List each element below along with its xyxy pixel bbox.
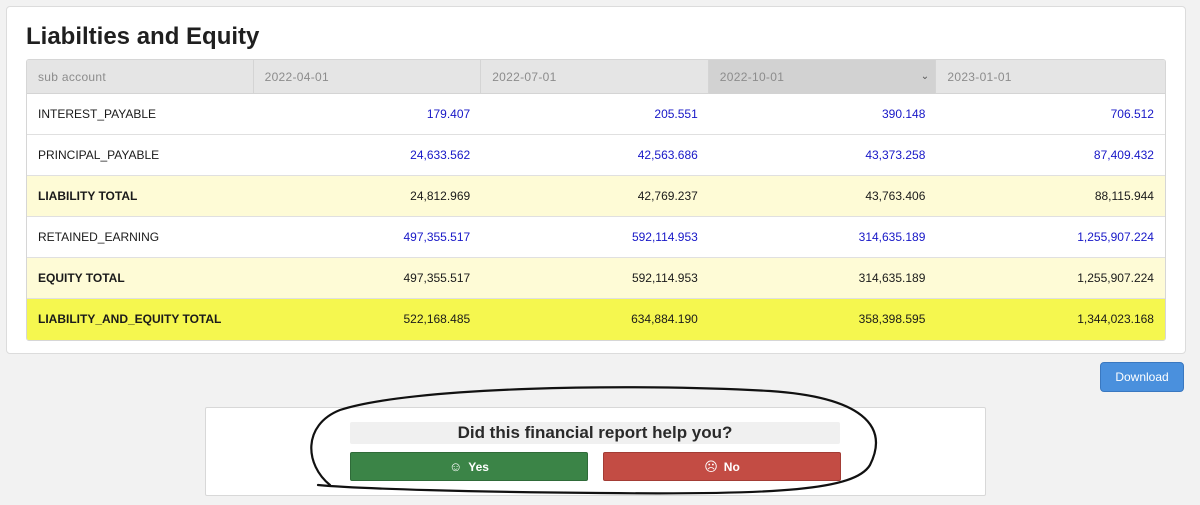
table-cell: 497,355.517 xyxy=(403,271,471,285)
table-header: sub account 2022-04-01 2022-07-01 2022-1… xyxy=(27,60,1165,94)
column-header-label: 2022-10-01 xyxy=(719,70,785,84)
table-cell: 592,114.953 xyxy=(631,230,698,244)
table-cell: 1,255,907.224 xyxy=(1077,271,1154,285)
yes-label: Yes xyxy=(468,459,489,474)
row-label: PRINCIPAL_PAYABLE xyxy=(38,148,160,162)
table-cell: 1,344,023.168 xyxy=(1077,312,1154,326)
feedback-question: Did this financial report help you? xyxy=(350,422,840,444)
table-cell: 87,409.432 xyxy=(1093,148,1154,162)
table-cell: 358,398.595 xyxy=(858,312,926,326)
table-cell: 314,635.189 xyxy=(858,271,926,285)
table-row-grand-total: LIABILITY_AND_EQUITY TOTAL 522,168.485 6… xyxy=(27,299,1165,340)
table-cell: 314,635.189 xyxy=(858,230,926,244)
table-cell: 88,115.944 xyxy=(1094,189,1154,203)
report-card: Liabilties and Equity sub account 2022-0… xyxy=(6,6,1186,354)
no-button[interactable]: ☹ No xyxy=(603,452,841,481)
table-cell: 24,633.562 xyxy=(410,148,471,162)
table-row-equity-total: EQUITY TOTAL 497,355.517 592,114.953 314… xyxy=(27,258,1165,299)
frown-icon: ☹ xyxy=(704,458,718,474)
yes-button[interactable]: ☺ Yes xyxy=(350,452,588,481)
column-header-2022-10-01[interactable]: 2022-10-01 ⌄ xyxy=(708,60,937,94)
row-label: EQUITY TOTAL xyxy=(38,271,125,285)
feedback-panel: Did this financial report help you? ☺ Ye… xyxy=(205,407,986,496)
row-label: LIABILITY_AND_EQUITY TOTAL xyxy=(38,312,222,326)
table-row: RETAINED_EARNING 497,355.517 592,114.953… xyxy=(27,217,1165,258)
table-cell: 205.551 xyxy=(654,107,698,121)
report-table: sub account 2022-04-01 2022-07-01 2022-1… xyxy=(26,59,1166,341)
column-header-2022-04-01[interactable]: 2022-04-01 xyxy=(254,60,482,94)
table-cell: 42,563.686 xyxy=(637,148,698,162)
no-label: No xyxy=(723,459,740,474)
table-cell: 42,769.237 xyxy=(637,189,698,203)
table-cell: 634,884.190 xyxy=(631,312,698,326)
table-cell: 706.512 xyxy=(1110,107,1154,121)
table-cell: 497,355.517 xyxy=(403,230,471,244)
row-label: RETAINED_EARNING xyxy=(38,230,160,244)
table-cell: 592,114.953 xyxy=(631,271,698,285)
column-header-2022-07-01[interactable]: 2022-07-01 xyxy=(481,60,709,94)
column-header-2023-01-01[interactable]: 2023-01-01 xyxy=(947,70,1012,84)
chevron-down-icon: ⌄ xyxy=(920,71,930,82)
table-cell: 1,255,907.224 xyxy=(1077,230,1154,244)
table-cell: 24,812.969 xyxy=(410,189,471,203)
table-cell: 390.148 xyxy=(882,107,926,121)
table-cell: 522,168.485 xyxy=(403,312,471,326)
table-row: PRINCIPAL_PAYABLE 24,633.562 42,563.686 … xyxy=(27,135,1165,176)
row-label: LIABILITY TOTAL xyxy=(38,189,138,203)
column-header-sub-account[interactable]: sub account xyxy=(27,60,254,94)
table-cell: 43,373.258 xyxy=(865,148,926,162)
smile-icon: ☺ xyxy=(449,459,463,474)
table-row: INTEREST_PAYABLE 179.407 205.551 390.148… xyxy=(27,94,1165,135)
row-label: INTEREST_PAYABLE xyxy=(38,107,157,121)
download-button[interactable]: Download xyxy=(1100,362,1184,392)
table-cell: 43,763.406 xyxy=(865,189,926,203)
hand-drawn-circle-annotation xyxy=(310,386,877,495)
table-row-liability-total: LIABILITY TOTAL 24,812.969 42,769.237 43… xyxy=(27,176,1165,217)
table-cell: 179.407 xyxy=(426,107,471,121)
page-title: Liabilties and Equity xyxy=(26,23,260,50)
